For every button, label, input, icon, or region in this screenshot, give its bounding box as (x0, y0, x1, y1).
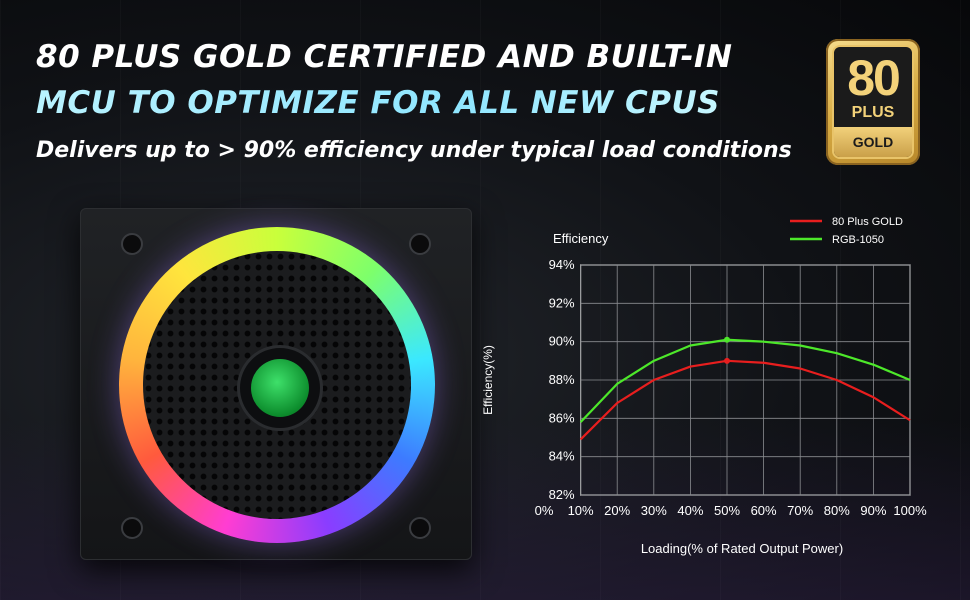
y-tick-label: 88% (549, 372, 575, 387)
x-tick-label: 10% (568, 503, 594, 518)
power-supply-product (80, 208, 472, 560)
chart-grid (579, 264, 911, 496)
screw-icon (121, 233, 143, 255)
y-axis-label: Efficiency(%) (481, 345, 495, 415)
chart-title: Efficiency (553, 231, 609, 246)
series-line-1 (579, 338, 911, 423)
x-tick-label: 90% (860, 503, 886, 518)
x-tick-label: 40% (677, 503, 703, 518)
y-tick-label: 90% (549, 334, 575, 349)
rgb-fan-ring (119, 227, 435, 543)
series-marker-0 (724, 357, 730, 364)
x-tick-label: 70% (787, 503, 813, 518)
chart-series (579, 336, 911, 441)
y-axis-ticks: 94% 92% 90% 88% 86% 84% 82% (549, 257, 575, 502)
badge-inner: 80 PLUS GOLD (832, 45, 914, 159)
headline-line-2: MCU TO OPTIMIZE FOR ALL NEW CPUS (36, 80, 732, 126)
y-tick-label: 86% (549, 410, 575, 425)
x-tick-label: 50% (714, 503, 740, 518)
x-tick-label: 0% (535, 503, 554, 518)
series-line-0 (579, 359, 911, 441)
y-tick-label: 94% (549, 257, 575, 272)
x-axis-label: Loading(% of Rated Output Power) (641, 541, 843, 556)
x-tick-label: 80% (824, 503, 850, 518)
y-tick-label: 82% (549, 487, 575, 502)
x-tick-label: 20% (604, 503, 630, 518)
lion-logo-icon (251, 359, 309, 417)
subtitle: Delivers up to > 90% efficiency under ty… (36, 138, 792, 163)
efficiency-chart: Efficiency 80 Plus GOLD RGB-1050 94% 92% 90… (481, 216, 927, 556)
x-tick-label: 60% (751, 503, 777, 518)
badge-number: 80 (847, 50, 901, 106)
chart-legend: 80 Plus GOLD RGB-1050 (790, 216, 903, 246)
y-tick-label: 84% (549, 449, 575, 464)
headline-line-1: 80 PLUS GOLD CERTIFIED AND BUILT-IN (36, 39, 733, 75)
badge-tier: GOLD (834, 127, 912, 157)
x-axis-ticks: 0% 10% 20% 30% 40% 50% 60% 70% 80% 90% 100% (535, 503, 927, 518)
series-marker-1 (724, 336, 730, 343)
screw-icon (409, 517, 431, 539)
screw-icon (409, 233, 431, 255)
80-plus-gold-badge: 80 PLUS GOLD (826, 39, 920, 165)
legend-label: RGB-1050 (832, 234, 884, 246)
badge-plus: PLUS (851, 104, 895, 121)
legend-label: 80 Plus GOLD (832, 216, 903, 228)
y-tick-label: 92% (549, 295, 575, 310)
x-tick-label: 30% (641, 503, 667, 518)
x-tick-label: 100% (893, 503, 927, 518)
headline: 80 PLUS GOLD CERTIFIED AND BUILT-IN MCU … (36, 34, 732, 126)
fan-hub (237, 345, 323, 431)
screw-icon (121, 517, 143, 539)
